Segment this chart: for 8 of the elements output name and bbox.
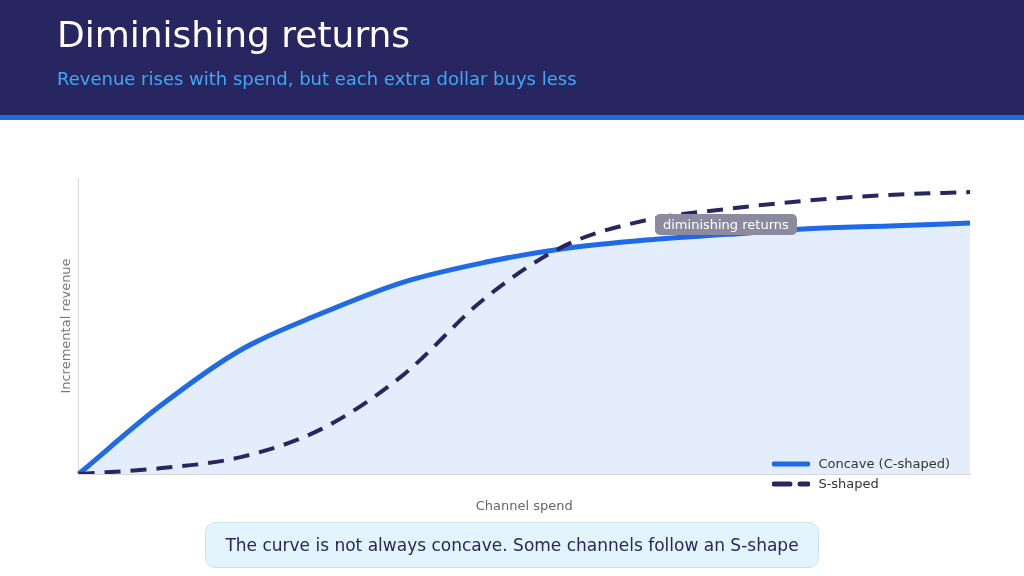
y-axis-title: Incremental revenue	[58, 258, 74, 394]
chart-subtitle: Revenue rises with spend, but each extra dollar buys less	[57, 68, 577, 89]
annotation: diminishing returns	[655, 214, 797, 235]
chart-title: Diminishing returns	[57, 14, 411, 55]
legend-label: Concave (C-shaped)	[818, 456, 950, 471]
text: The curve is not always concave. Some channels follow an S-shape	[205, 522, 819, 568]
x-axis-title: Channel spend	[475, 497, 573, 513]
legend-label: S-shaped	[818, 476, 879, 491]
